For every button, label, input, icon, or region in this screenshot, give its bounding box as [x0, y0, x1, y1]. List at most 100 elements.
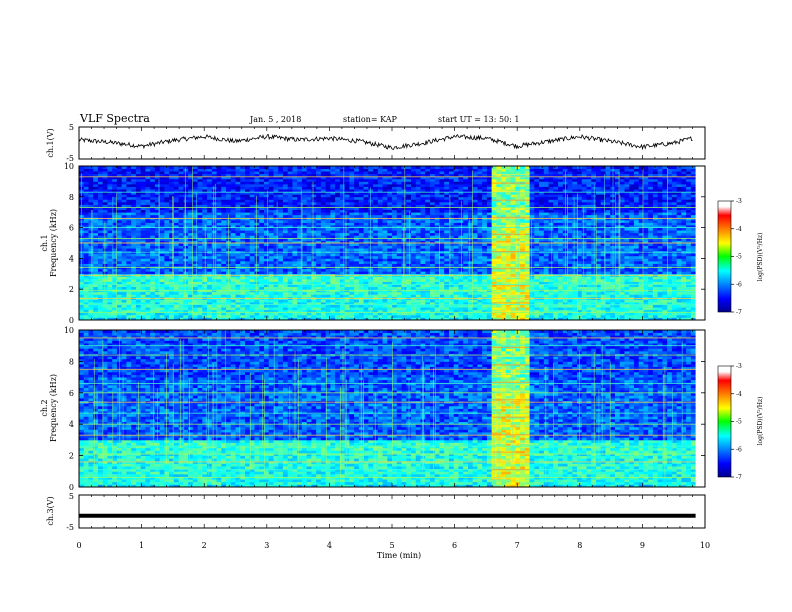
spectrogram-cell [135, 260, 142, 264]
spectrogram-cell [335, 204, 341, 208]
spectrogram-cell [245, 317, 251, 321]
spectrogram-cell [349, 302, 355, 305]
spectrogram-cell [154, 201, 161, 205]
spectrogram-cell [434, 222, 440, 226]
spectrogram-cell [263, 276, 270, 280]
spectrogram-cell [368, 302, 374, 305]
spectrogram-cell [330, 199, 336, 203]
spectrogram-cell [463, 286, 469, 290]
spectrogram-cell [240, 271, 246, 275]
spectrogram-cell [93, 281, 99, 285]
spectrogram-cell [173, 212, 179, 216]
spectrogram-cell [373, 235, 379, 239]
spectrogram-cell [273, 199, 279, 203]
spectrogram-cell [154, 194, 161, 198]
spectrogram-cell [373, 227, 379, 231]
spectrogram-cell [112, 204, 118, 208]
spectrogram-cell [202, 183, 208, 187]
spectrogram-cell [453, 168, 459, 172]
spectrogram-cell [173, 248, 179, 252]
spectrogram-cell [420, 207, 426, 211]
spectrogram-cell [297, 258, 303, 262]
spectrogram-cell [249, 268, 255, 272]
spectrogram-cell [349, 281, 355, 285]
spectrogram-cell [112, 191, 118, 195]
spectrogram-cell [259, 291, 265, 295]
spectrogram-cell [145, 248, 151, 252]
spectrogram-cell [197, 196, 203, 200]
spectrogram-cell [463, 309, 469, 313]
spectrogram-cell [406, 291, 412, 295]
spectrogram-cell [164, 286, 170, 290]
spectrogram-cell [254, 317, 260, 321]
spectrogram-cell [211, 209, 217, 213]
spectrogram-cell [154, 204, 161, 208]
spectrogram-cell [444, 248, 450, 252]
spectrogram-cell [415, 199, 421, 203]
spectrogram-cell [429, 235, 436, 239]
spectrogram-cell [325, 307, 331, 311]
spectrogram-cell [249, 209, 255, 213]
spectrogram-cell [320, 309, 327, 313]
spectrogram-cell [112, 219, 118, 223]
spectrogram-cell [463, 199, 469, 203]
spectrogram-cell [330, 302, 336, 305]
spectrogram-cell [368, 235, 374, 239]
spectrogram-cell [126, 204, 132, 208]
spectrogram-cell [145, 209, 151, 213]
spectrogram-cell [448, 227, 455, 231]
spectrogram-cell [420, 291, 426, 295]
spectrogram-cell [325, 312, 331, 316]
spectrogram-cell [368, 281, 374, 285]
spectrogram-cell [121, 307, 127, 311]
spectrogram-cell [268, 286, 274, 290]
spectrogram-cell [344, 219, 350, 223]
spectrogram-cell [301, 291, 308, 295]
spectrogram-cell [429, 189, 436, 193]
spectrogram-cell [396, 219, 402, 223]
spectrogram-cell [339, 271, 346, 275]
spectrogram-cell [406, 232, 412, 236]
spectrogram-cell [102, 245, 108, 249]
spectrogram-cell [249, 186, 255, 190]
spectrogram-cell [363, 209, 369, 213]
spectrogram-cell [154, 178, 161, 182]
spectrogram-cell [448, 317, 455, 321]
spectrogram-cell [126, 237, 132, 241]
spectrogram-cell [226, 294, 232, 298]
spectrogram-cell [169, 222, 175, 226]
spectrogram-cell [164, 263, 170, 267]
spectrogram-cell [368, 166, 374, 169]
spectrogram-cell [121, 291, 127, 295]
spectrogram-cell [235, 307, 241, 311]
spectrogram-cell [254, 240, 260, 244]
spectrogram-cell [135, 201, 142, 205]
spectrogram-cell [382, 307, 388, 311]
spectrogram-cell [297, 176, 303, 180]
spectrogram-cell [377, 225, 383, 228]
spectrogram-cell [344, 276, 350, 280]
spectrogram-cell [306, 166, 312, 169]
spectrogram-cell [126, 196, 132, 200]
spectrogram-cell [211, 253, 217, 257]
spectrogram-cell [297, 243, 303, 246]
spectrogram-cell [301, 284, 308, 288]
spectrogram-cell [93, 278, 99, 282]
spectrogram-cell [140, 304, 146, 308]
spectrogram-cell [169, 281, 175, 285]
spectrogram-cell [235, 317, 241, 321]
spectrogram-cell [429, 253, 436, 257]
spectrogram-cell [102, 183, 108, 187]
spectrogram-cell [415, 214, 421, 218]
spectrogram-cell [335, 178, 341, 182]
spectrogram-cell [444, 194, 450, 198]
ch1-waveform-panel: 5 -5 ch.1(V) [46, 123, 706, 163]
spectrogram-cell [354, 263, 360, 267]
spectrogram-cell [140, 235, 146, 239]
spectrogram-cell [330, 232, 336, 236]
spectrogram-cell [392, 263, 398, 267]
spectrogram-cell [268, 253, 274, 257]
spectrogram-cell [363, 294, 369, 298]
spectrogram-cell [145, 302, 151, 305]
spectrogram-cell [259, 225, 265, 228]
